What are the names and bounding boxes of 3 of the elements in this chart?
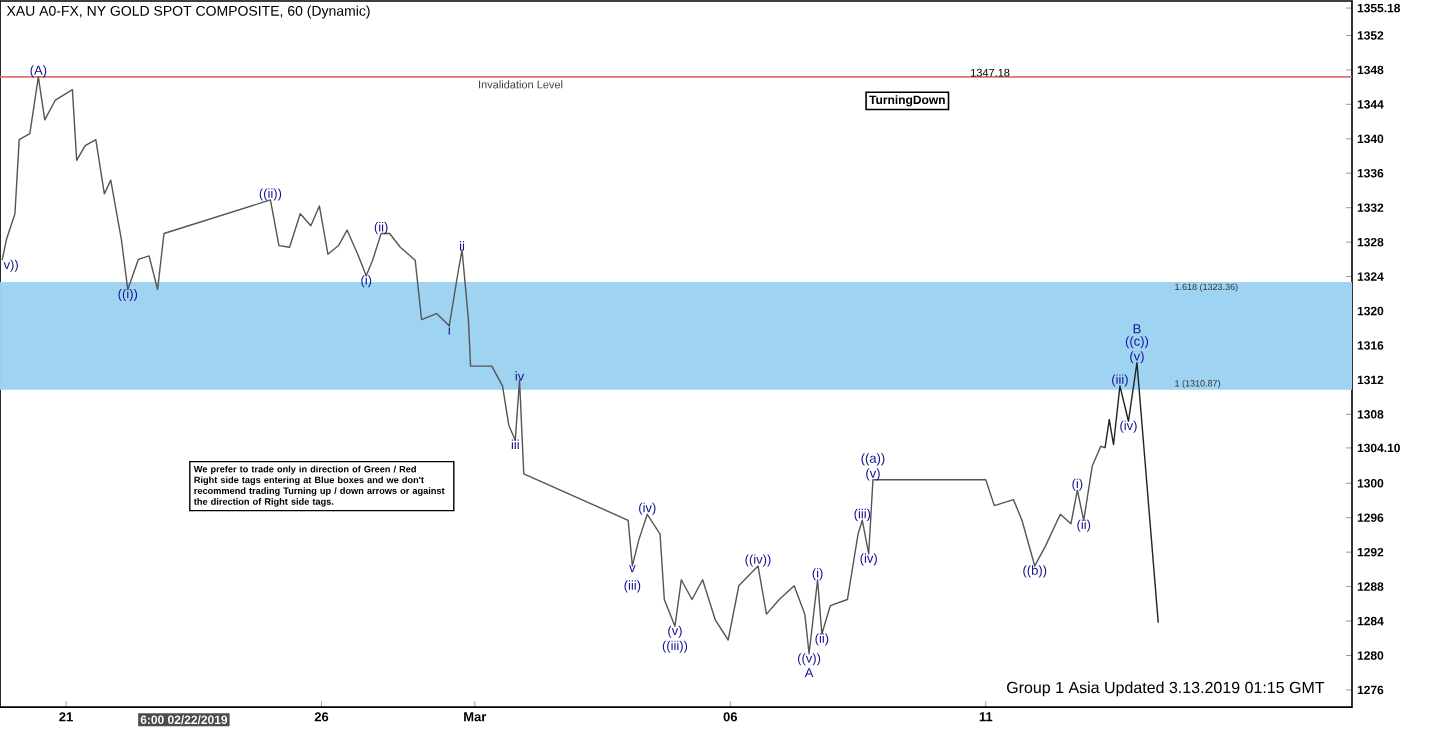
line-series <box>1 76 1106 655</box>
line-series <box>1104 362 1159 624</box>
annotation: Group 1 Asia Updated 3.13.2019 01:15 GMT <box>1007 681 1325 697</box>
